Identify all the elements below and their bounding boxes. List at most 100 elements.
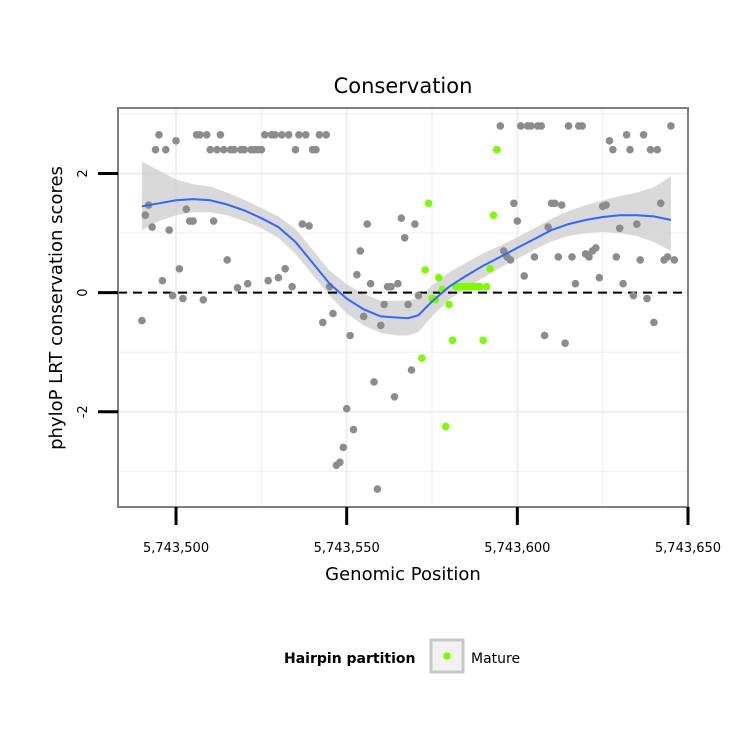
point-other	[656, 199, 665, 208]
point-other	[264, 276, 273, 285]
point-other	[339, 443, 348, 452]
legend-label-mature: Mature	[471, 651, 520, 667]
point-other	[168, 291, 177, 300]
point-other	[274, 273, 283, 282]
point-mature	[435, 273, 443, 282]
point-other	[213, 145, 221, 154]
point-mature	[482, 282, 491, 291]
point-other	[349, 425, 358, 434]
point-other	[342, 404, 351, 413]
point-other	[387, 282, 395, 291]
points-mature	[418, 145, 501, 431]
point-other	[158, 276, 167, 285]
point-other	[517, 122, 525, 130]
point-other	[165, 226, 173, 234]
point-other	[298, 220, 307, 228]
x-tick-label: 5,743,600	[484, 541, 550, 556]
point-other	[615, 224, 624, 233]
legend-key-mature-point	[443, 652, 451, 660]
y-tick-label: -2	[76, 405, 91, 418]
point-other	[155, 131, 163, 139]
point-other	[557, 201, 566, 209]
x-tick-label: 5,743,500	[143, 541, 209, 556]
point-other	[667, 122, 675, 130]
point-other	[619, 279, 627, 288]
point-other	[223, 256, 231, 264]
point-other	[394, 279, 402, 288]
point-other	[663, 253, 672, 261]
point-mature	[421, 266, 430, 274]
point-other	[148, 223, 156, 231]
point-other	[189, 217, 197, 225]
point-other	[271, 131, 279, 139]
point-other	[397, 214, 406, 222]
point-other	[370, 378, 378, 386]
point-other	[592, 244, 600, 252]
point-other	[179, 294, 187, 303]
point-other	[411, 220, 419, 228]
point-other	[585, 253, 593, 261]
point-other	[199, 296, 208, 304]
point-other	[257, 145, 266, 154]
point-other	[561, 339, 569, 348]
point-other	[278, 131, 286, 139]
point-other	[233, 284, 242, 292]
point-mature	[476, 282, 484, 291]
point-other	[138, 316, 146, 325]
point-other	[554, 253, 563, 261]
point-other	[540, 331, 549, 340]
point-other	[346, 331, 354, 340]
point-other	[377, 321, 385, 330]
point-other	[571, 279, 580, 288]
point-other	[612, 253, 621, 261]
point-other	[510, 199, 518, 208]
point-other	[162, 145, 170, 154]
point-mature	[418, 354, 426, 362]
point-other	[414, 291, 423, 300]
point-other	[363, 220, 372, 228]
confidence-band	[141, 161, 671, 336]
point-other	[609, 145, 617, 154]
point-other	[366, 279, 375, 288]
point-other	[551, 199, 559, 208]
point-other	[151, 145, 160, 154]
point-other	[530, 253, 539, 261]
x-tick-label: 5,743,650	[655, 541, 721, 556]
points-other	[138, 122, 679, 493]
point-other	[653, 145, 662, 154]
point-other	[643, 294, 651, 303]
smooth-line	[141, 198, 672, 320]
y-tick-label: 2	[76, 169, 91, 177]
point-other	[578, 122, 586, 130]
point-other	[520, 272, 528, 280]
point-other	[527, 122, 535, 130]
x-axis: 5,743,500 5,743,550 5,743,600 5,743,650	[143, 507, 721, 556]
y-axis-title: phyloP LRT conservation scores	[46, 166, 67, 450]
y-axis: -2 0 2	[76, 169, 118, 418]
point-other	[629, 291, 638, 300]
point-other	[537, 122, 545, 130]
point-other	[301, 131, 310, 139]
point-other	[230, 145, 238, 154]
point-other	[407, 366, 416, 374]
point-other	[513, 217, 522, 225]
point-other	[261, 131, 269, 139]
point-other	[312, 145, 320, 154]
point-other	[622, 131, 631, 139]
point-other	[322, 131, 331, 139]
point-other	[404, 300, 412, 309]
point-mature	[479, 336, 488, 345]
point-other	[206, 145, 214, 154]
point-other	[380, 300, 389, 309]
point-other	[670, 256, 679, 264]
point-other	[646, 145, 655, 154]
point-mature	[441, 422, 450, 431]
point-other	[172, 137, 180, 145]
point-other	[353, 270, 361, 279]
point-other	[636, 256, 644, 264]
point-other	[209, 217, 218, 225]
point-mature	[489, 211, 498, 219]
point-other	[182, 205, 191, 213]
point-other	[175, 265, 184, 273]
